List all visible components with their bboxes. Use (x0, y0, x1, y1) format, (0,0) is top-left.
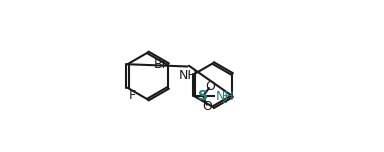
Text: F: F (128, 89, 136, 102)
Text: S: S (198, 89, 208, 103)
Text: NH: NH (179, 69, 198, 82)
Text: O: O (202, 100, 212, 113)
Text: O: O (205, 80, 215, 93)
Text: Br: Br (154, 58, 167, 71)
Text: NH: NH (215, 90, 234, 103)
Text: 2: 2 (221, 95, 227, 105)
